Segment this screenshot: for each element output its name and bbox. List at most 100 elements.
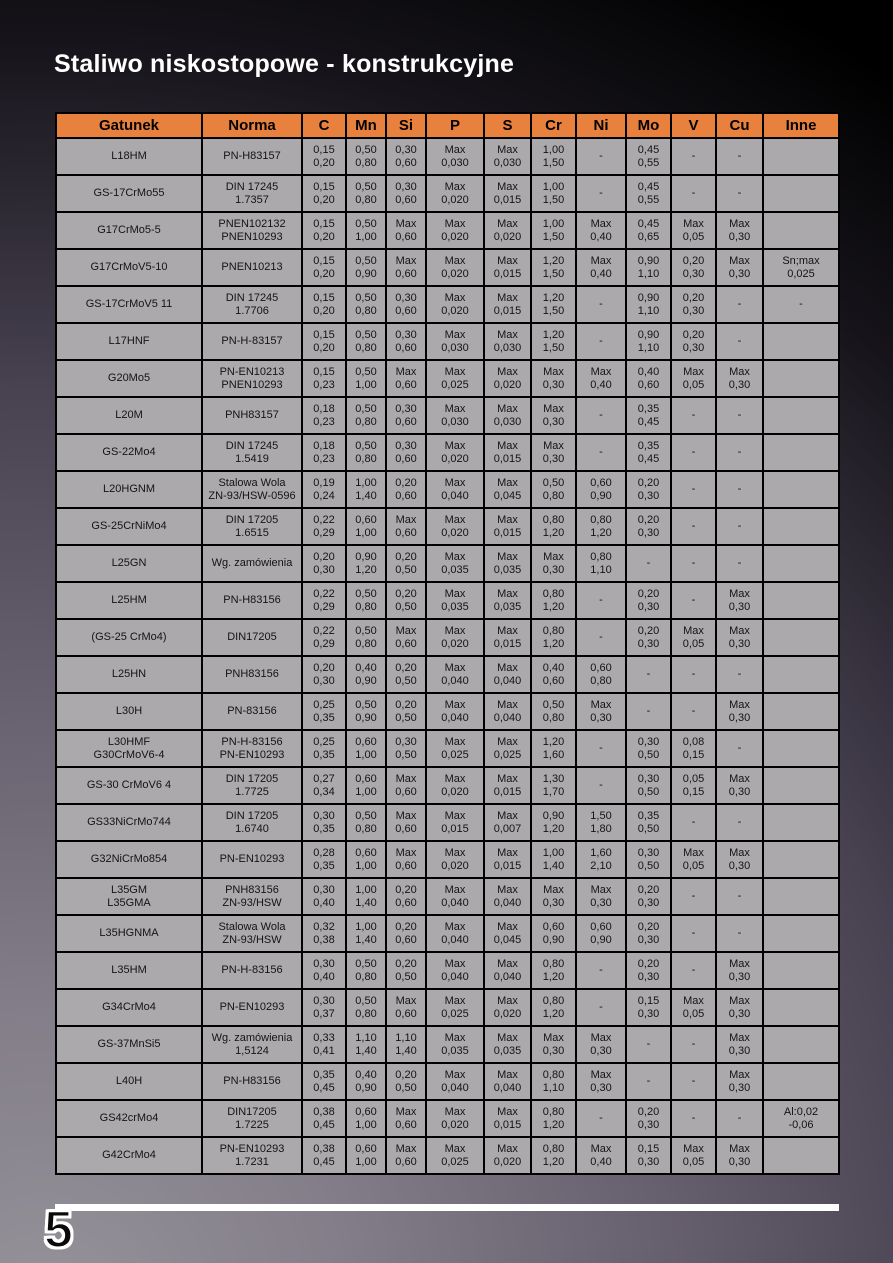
value-cell: 0,90 1,10 <box>625 322 672 361</box>
value-cell: - <box>575 766 627 805</box>
value-cell: 0,40 0,90 <box>345 1062 387 1101</box>
value-cell: 0,90 1,20 <box>530 803 577 842</box>
value-cell: - <box>670 914 717 953</box>
table-row: GS-30 CrMoV6 4 DIN 17205 1.7725 0,27 0,34 0… <box>55 766 840 805</box>
value-cell: - <box>670 951 717 990</box>
value-cell: Max 0,030 <box>425 137 485 176</box>
value-cell: Max 0,020 <box>425 507 485 546</box>
value-cell <box>762 1136 840 1175</box>
value-cell: - <box>670 544 717 583</box>
value-cell: - <box>670 581 717 620</box>
value-cell: Max 0,30 <box>715 1062 764 1101</box>
norma-cell: PNH83157 <box>201 396 303 435</box>
value-cell: Max 0,60 <box>385 1136 427 1175</box>
value-cell: Max 0,040 <box>483 951 532 990</box>
value-cell: 0,50 0,80 <box>345 396 387 435</box>
value-cell: Max 0,040 <box>483 692 532 731</box>
value-cell: Max 0,015 <box>483 1099 532 1138</box>
value-cell: 0,50 0,80 <box>345 174 387 213</box>
value-cell: Max 0,40 <box>575 211 627 250</box>
value-cell: 0,50 1,00 <box>345 211 387 250</box>
value-cell: 0,60 1,00 <box>345 729 387 768</box>
value-cell <box>762 174 840 213</box>
value-cell: - <box>670 877 717 916</box>
norma-cell: Stalowa Wola ZN-93/HSW-0596 <box>201 470 303 509</box>
value-cell: 0,30 0,40 <box>301 877 347 916</box>
table-row: GS33NiCrMo744 DIN 17205 1.6740 0,30 0,35 0,… <box>55 803 840 842</box>
table-row: G17CrMo5-5 PNEN102132 PNEN10293 0,15 0,20 0… <box>55 211 840 250</box>
table-row: L30HMF G30CrMoV6-4 PN-H-83156 PN-EN10293 0… <box>55 729 840 768</box>
value-cell: 0,50 0,80 <box>345 618 387 657</box>
norma-cell: PN-H-83156 <box>201 951 303 990</box>
value-cell <box>762 322 840 361</box>
norma-cell: Stalowa Wola ZN-93/HSW <box>201 914 303 953</box>
table-row: L35GM L35GMA PNH83156 ZN-93/HSW 0,30 0,40 1… <box>55 877 840 916</box>
table-row: GS-25CrNiMo4 DIN 17205 1.6515 0,22 0,29 0,6… <box>55 507 840 546</box>
value-cell: 0,80 1,20 <box>530 1099 577 1138</box>
value-cell: 0,25 0,35 <box>301 729 347 768</box>
value-cell: Max 0,05 <box>670 1136 717 1175</box>
value-cell <box>762 988 840 1027</box>
value-cell <box>762 581 840 620</box>
value-cell: Max 0,30 <box>715 692 764 731</box>
value-cell: Max 0,30 <box>715 840 764 879</box>
value-cell: - <box>625 1025 672 1064</box>
value-cell: 1,20 1,50 <box>530 285 577 324</box>
column-header-cr: Cr <box>530 112 577 139</box>
value-cell: Max 0,05 <box>670 211 717 250</box>
value-cell: - <box>715 729 764 768</box>
value-cell: - <box>715 137 764 176</box>
value-cell: 0,30 0,60 <box>385 433 427 472</box>
value-cell <box>762 951 840 990</box>
value-cell: 0,60 1,00 <box>345 766 387 805</box>
value-cell <box>762 655 840 694</box>
table-row: G34CrMo4 PN-EN10293 0,30 0,37 0,50 0,80 Max … <box>55 988 840 1027</box>
value-cell: - <box>625 692 672 731</box>
norma-cell: DIN 17245 1.7706 <box>201 285 303 324</box>
value-cell <box>762 433 840 472</box>
value-cell: 0,50 0,80 <box>345 322 387 361</box>
value-cell: Max 0,30 <box>715 359 764 398</box>
norma-cell: PN-H-83157 <box>201 322 303 361</box>
value-cell: Max 0,020 <box>425 618 485 657</box>
value-cell: 0,50 0,80 <box>345 951 387 990</box>
value-cell: 1,00 1,40 <box>345 877 387 916</box>
value-cell: Max 0,040 <box>425 914 485 953</box>
value-cell: Max 0,05 <box>670 359 717 398</box>
value-cell: Max 0,30 <box>715 581 764 620</box>
table-row: L25HN PNH83156 0,20 0,30 0,40 0,90 0,20 0,50… <box>55 655 840 694</box>
norma-cell: PN-H83156 <box>201 1062 303 1101</box>
column-header-p: P <box>425 112 485 139</box>
value-cell: 0,90 1,10 <box>625 248 672 287</box>
value-cell: 0,30 0,50 <box>625 766 672 805</box>
column-header-si: Si <box>385 112 427 139</box>
value-cell: 0,38 0,45 <box>301 1099 347 1138</box>
value-cell: Max 0,040 <box>483 1062 532 1101</box>
value-cell: - <box>715 174 764 213</box>
value-cell: 0,20 0,50 <box>385 692 427 731</box>
value-cell: 0,60 1,00 <box>345 1099 387 1138</box>
norma-cell: DIN 17205 1.7725 <box>201 766 303 805</box>
value-cell: - <box>575 729 627 768</box>
value-cell: 0,50 0,80 <box>345 803 387 842</box>
norma-cell: DIN 17245 1.5419 <box>201 433 303 472</box>
grade-cell: GS42crMo4 <box>55 1099 203 1138</box>
value-cell: 1,00 1,40 <box>530 840 577 879</box>
value-cell: - <box>670 507 717 546</box>
value-cell: Max 0,020 <box>483 359 532 398</box>
value-cell: 0,15 0,20 <box>301 248 347 287</box>
value-cell: Max 0,030 <box>483 396 532 435</box>
value-cell: 0,45 0,55 <box>625 174 672 213</box>
value-cell: Max 0,040 <box>425 877 485 916</box>
value-cell: Max 0,40 <box>575 359 627 398</box>
value-cell: Max 0,30 <box>530 544 577 583</box>
table-row: GS-17CrMoV5 11 DIN 17245 1.7706 0,15 0,20 0… <box>55 285 840 324</box>
grade-cell: GS-30 CrMoV6 4 <box>55 766 203 805</box>
value-cell: 0,20 0,30 <box>625 1099 672 1138</box>
value-cell: 0,22 0,29 <box>301 581 347 620</box>
grade-cell: L35HM <box>55 951 203 990</box>
table-row: G20Mo5 PN-EN10213 PNEN10293 0,15 0,23 0,50 … <box>55 359 840 398</box>
value-cell: 0,15 0,20 <box>301 211 347 250</box>
norma-cell: Wg. zamówienia <box>201 544 303 583</box>
